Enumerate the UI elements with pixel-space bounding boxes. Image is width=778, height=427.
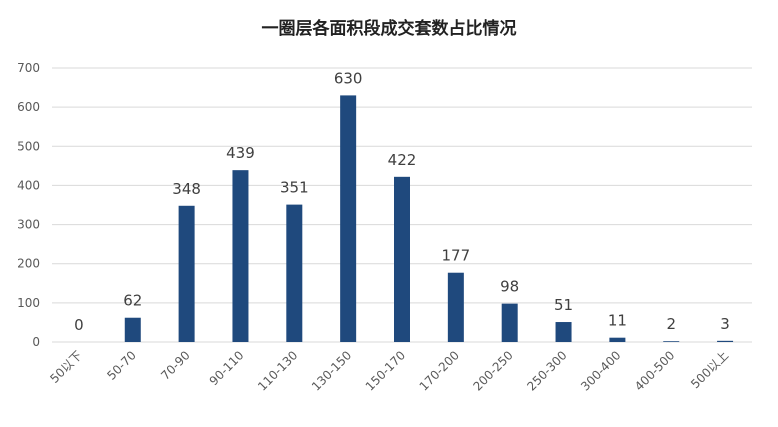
x-tick-label: 400-500 — [632, 348, 677, 393]
data-label: 0 — [74, 316, 84, 334]
x-tick-label: 250-300 — [524, 348, 569, 393]
data-label: 51 — [554, 296, 573, 314]
bar — [178, 205, 195, 342]
bar — [501, 303, 518, 342]
x-tick-label: 300-400 — [578, 348, 623, 393]
bar — [286, 204, 303, 342]
bar — [340, 95, 357, 343]
data-label: 348 — [172, 180, 201, 198]
bar — [124, 317, 141, 342]
data-label: 177 — [442, 247, 471, 265]
data-label: 351 — [280, 179, 309, 197]
x-tick-label: 200-250 — [470, 348, 515, 393]
y-tick-label: 600 — [17, 100, 40, 114]
data-label: 62 — [123, 292, 142, 310]
data-label: 3 — [720, 315, 730, 333]
y-tick-label: 200 — [17, 257, 40, 271]
y-tick-label: 500 — [17, 139, 40, 153]
bar — [232, 170, 249, 342]
x-tick-label: 110-130 — [255, 348, 300, 393]
bars — [124, 95, 734, 343]
y-tick-label: 700 — [17, 61, 40, 75]
bar — [609, 337, 626, 342]
x-tick-label: 90-110 — [207, 348, 247, 388]
y-tick-label: 400 — [17, 178, 40, 192]
bar — [555, 322, 572, 342]
chart-title: 一圈层各面积段成交套数占比情况 — [261, 19, 517, 39]
data-label: 11 — [608, 312, 627, 330]
y-tick-label: 100 — [17, 296, 40, 310]
y-tick-label: 300 — [17, 218, 40, 232]
bar — [394, 176, 410, 342]
bar — [447, 272, 464, 342]
y-tick-label: 0 — [32, 335, 40, 349]
data-label: 422 — [388, 151, 417, 169]
x-tick-label: 150-170 — [363, 348, 408, 393]
x-tick-label: 170-200 — [417, 348, 462, 393]
data-labels: 0 62 348 439 351 630 422 177 98 51 11 2 3 — [74, 69, 730, 334]
x-tick-label: 130-150 — [309, 348, 354, 393]
bar — [663, 341, 680, 342]
x-tick-label: 50-70 — [104, 348, 139, 383]
data-label: 630 — [334, 69, 363, 87]
y-axis-ticks: 0 100 200 300 400 500 600 700 — [17, 61, 40, 349]
x-tick-label: 50以下 — [47, 348, 85, 386]
data-label: 2 — [666, 315, 676, 333]
x-tick-label: 70-90 — [158, 348, 193, 383]
bar — [717, 340, 734, 342]
data-label: 439 — [226, 144, 255, 162]
x-tick-label: 500以上 — [688, 348, 731, 391]
x-axis-ticks: 50以下 50-70 70-90 90-110 110-130 130-150 150-17… — [47, 348, 731, 393]
data-label: 98 — [500, 278, 519, 296]
